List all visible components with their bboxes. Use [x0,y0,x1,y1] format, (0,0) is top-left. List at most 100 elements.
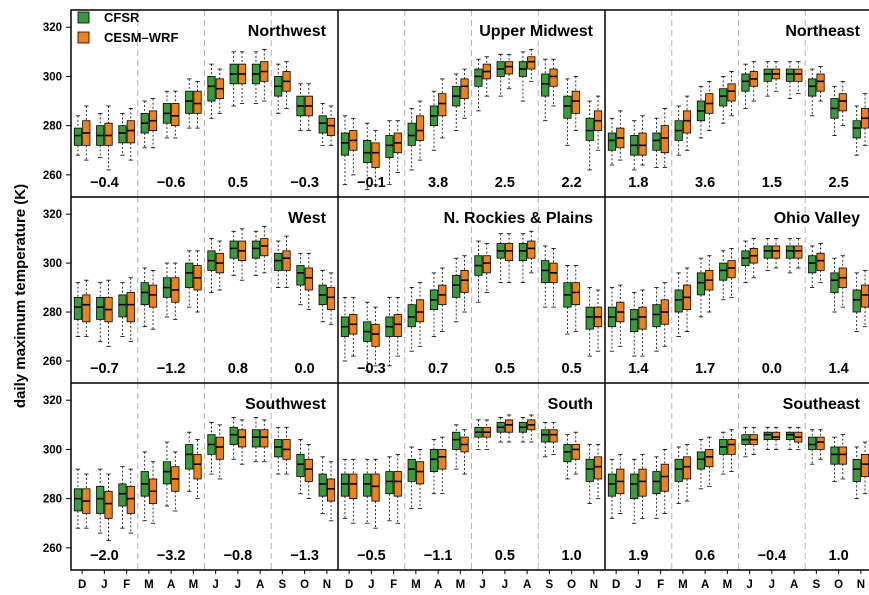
box-cesm [371,306,380,367]
box-cesm [549,58,558,107]
box-cfsr [607,117,617,166]
box-iqr [741,73,750,92]
season-difference: 0.5 [495,361,515,377]
box-iqr [363,140,372,163]
box-iqr [385,471,394,495]
box-cfsr [274,240,283,288]
box-cesm [794,238,803,269]
box-iqr [860,284,869,308]
x-tick-label: A [167,579,175,591]
box-cesm [549,421,558,455]
box-iqr [73,127,83,146]
box-iqr [274,439,283,458]
box-cesm [104,473,113,541]
season-difference: −3.2 [157,548,186,564]
panel-ohio-valley: Ohio Valley 1.4 1.7 0.0 1.4 [607,197,869,383]
box-iqr [852,289,861,313]
box-cesm [304,444,313,500]
box-iqr [185,262,194,288]
x-tick-label: A [790,579,798,591]
y-tick-label: 280 [43,494,62,506]
box-iqr [304,267,313,291]
x-tick-label: D [612,579,620,591]
season-difference: 1.5 [762,175,782,191]
box-iqr [193,90,202,114]
box-iqr [696,272,706,296]
box-iqr [371,323,380,347]
season-difference: 0.0 [295,361,315,377]
box-cfsr [474,419,483,450]
box-cesm [237,228,247,281]
box-iqr [763,245,772,259]
x-tick-label: J [212,579,218,591]
x-tick-label: A [434,579,442,591]
box-iqr [326,287,336,310]
season-difference: 1.0 [562,548,582,564]
box-iqr [429,449,439,472]
box-iqr [816,252,825,271]
box-iqr [482,255,491,274]
box-cesm [504,414,514,443]
y-tick-labels: 260 280 300 320 260 280 300 320 260 280 300 320 [43,22,71,555]
x-tick-label: J [368,579,374,591]
x-tick-label: F [657,579,664,591]
y-tick-label: 300 [43,258,62,270]
box-iqr [638,306,647,330]
x-tick-label: A [523,579,531,591]
box-cesm [705,80,714,131]
box-iqr [229,240,238,259]
box-iqr [674,458,683,482]
box-cfsr [696,439,706,490]
box-cfsr [719,76,728,124]
box-cfsr [719,431,728,475]
box-cesm [148,98,158,149]
box-iqr [830,446,839,465]
box-cfsr [118,282,127,337]
box-iqr [719,262,728,281]
box-iqr [118,125,127,144]
box-cfsr [296,252,305,306]
box-iqr [652,304,661,328]
box-iqr [794,68,803,82]
box-cfsr [585,100,594,171]
x-tick-label: M [456,579,466,591]
x-tick-label: M [189,579,199,591]
box-cfsr [96,112,105,159]
box-iqr [808,436,817,450]
box-cesm [482,56,491,97]
box-cfsr [251,51,261,104]
box-cesm [349,117,358,176]
box-cfsr [830,436,839,482]
box-cesm [638,115,647,166]
box-iqr [630,309,639,333]
box-cesm [460,68,469,119]
box-cesm [727,429,736,472]
box-cesm [682,95,692,151]
season-difference: 1.7 [695,361,715,377]
panel-title: Southwest [245,396,327,413]
box-iqr [504,61,514,75]
box-cfsr [607,458,617,519]
box-cesm [860,441,869,495]
box-cesm [527,48,536,82]
box-cfsr [318,456,327,514]
box-cfsr [852,272,861,333]
box-cfsr [340,458,350,519]
box-cfsr [674,446,683,504]
box-cfsr [407,287,416,352]
x-tick-label: D [78,579,86,591]
box-iqr [638,468,647,497]
box-cesm [260,48,269,102]
box-cfsr [741,63,750,109]
x-tick-label: J [479,579,485,591]
box-iqr [460,270,469,293]
box-cfsr [185,78,194,129]
box-cesm [393,296,402,357]
box-cfsr [251,417,261,463]
box-cesm [193,80,202,129]
season-difference: 3.6 [695,175,715,191]
box-iqr [816,73,825,92]
panel-n-rockies-plains: N. Rockies & Plains −0.3 0.7 0.5 0.5 [340,197,603,383]
